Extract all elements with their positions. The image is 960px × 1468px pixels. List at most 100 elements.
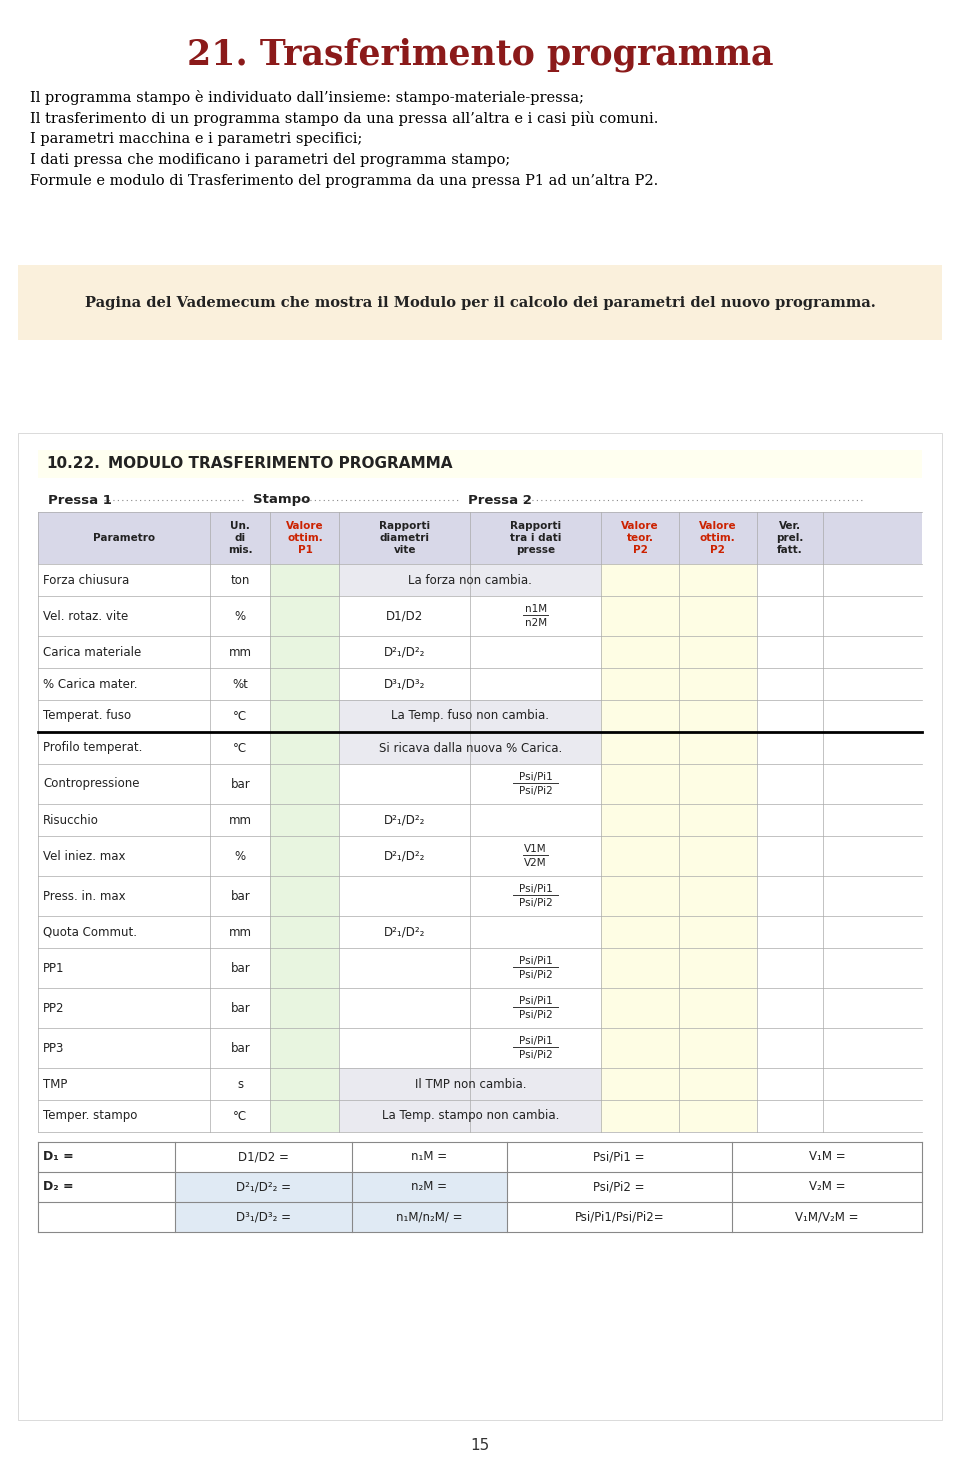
Bar — [601, 916, 679, 948]
Bar — [470, 835, 601, 876]
Text: mm: mm — [228, 813, 252, 826]
Bar — [271, 763, 340, 804]
Bar — [38, 835, 210, 876]
Text: Psi/Pi2 =: Psi/Pi2 = — [593, 1180, 645, 1193]
Bar — [340, 636, 470, 668]
Bar — [38, 876, 210, 916]
Text: Psi/Pi1: Psi/Pi1 — [518, 772, 553, 782]
Text: Contropressione: Contropressione — [43, 778, 139, 790]
Bar — [756, 733, 823, 763]
Text: Un.
di
mis.: Un. di mis. — [228, 521, 252, 555]
Bar — [340, 916, 470, 948]
Text: D²₁/D²₂: D²₁/D²₂ — [384, 850, 425, 863]
Bar — [271, 916, 340, 948]
Text: n2M: n2M — [524, 618, 547, 628]
Text: s: s — [237, 1078, 244, 1091]
Text: Press. in. max: Press. in. max — [43, 890, 126, 903]
Text: %: % — [235, 850, 246, 863]
Bar — [679, 948, 756, 988]
Text: Parametro: Parametro — [93, 533, 156, 543]
Bar — [38, 668, 210, 700]
Bar — [601, 636, 679, 668]
Text: V1M: V1M — [524, 844, 547, 854]
Text: Psi/Pi1: Psi/Pi1 — [518, 884, 553, 894]
Bar — [679, 733, 756, 763]
Bar — [38, 596, 210, 636]
Bar — [756, 636, 823, 668]
Bar — [679, 1100, 756, 1132]
Bar — [601, 700, 679, 733]
Bar — [679, 636, 756, 668]
Text: V2M: V2M — [524, 857, 547, 868]
Text: D₂ =: D₂ = — [43, 1180, 74, 1193]
Bar — [210, 1028, 271, 1069]
Bar — [756, 668, 823, 700]
Bar — [601, 763, 679, 804]
Text: D³₁/D³₂ =: D³₁/D³₂ = — [236, 1211, 291, 1223]
Text: bar: bar — [230, 778, 251, 790]
Text: °C: °C — [233, 709, 248, 722]
Bar — [470, 1028, 601, 1069]
Bar — [470, 804, 601, 835]
Bar — [601, 1100, 679, 1132]
Bar — [601, 1069, 679, 1100]
Text: Temper. stampo: Temper. stampo — [43, 1110, 137, 1123]
Bar — [210, 1069, 271, 1100]
Text: Temperat. fuso: Temperat. fuso — [43, 709, 132, 722]
Bar — [756, 564, 823, 596]
Bar — [470, 948, 601, 988]
Bar — [470, 1100, 601, 1132]
Bar — [756, 948, 823, 988]
Bar — [679, 835, 756, 876]
Bar — [679, 700, 756, 733]
Text: Psi/Pi2: Psi/Pi2 — [518, 785, 553, 796]
Bar — [470, 876, 601, 916]
Bar — [38, 636, 210, 668]
Bar — [679, 564, 756, 596]
Text: % Carica mater.: % Carica mater. — [43, 678, 137, 690]
Text: D1/D2: D1/D2 — [386, 609, 423, 622]
Bar — [38, 763, 210, 804]
Text: n₁M/n₂M/ =: n₁M/n₂M/ = — [396, 1211, 463, 1223]
Bar — [210, 763, 271, 804]
Text: 15: 15 — [470, 1439, 490, 1453]
Bar — [210, 636, 271, 668]
Text: bar: bar — [230, 890, 251, 903]
Bar — [210, 804, 271, 835]
Bar — [271, 564, 340, 596]
Text: mm: mm — [228, 925, 252, 938]
Text: %: % — [235, 609, 246, 622]
Text: Ver.
prel.
fatt.: Ver. prel. fatt. — [776, 521, 804, 555]
Bar — [210, 876, 271, 916]
Text: Profilo temperat.: Profilo temperat. — [43, 741, 142, 755]
Bar — [340, 564, 470, 596]
Bar — [340, 1028, 470, 1069]
Bar — [38, 1100, 210, 1132]
Text: Quota Commut.: Quota Commut. — [43, 925, 137, 938]
Text: La Temp. fuso non cambia.: La Temp. fuso non cambia. — [392, 709, 549, 722]
Bar — [210, 596, 271, 636]
Bar — [601, 876, 679, 916]
Bar — [210, 948, 271, 988]
Text: PP2: PP2 — [43, 1001, 64, 1014]
Text: D³₁/D³₂: D³₁/D³₂ — [384, 678, 425, 690]
Text: °C: °C — [233, 741, 248, 755]
Text: Si ricava dalla nuova % Carica.: Si ricava dalla nuova % Carica. — [378, 741, 562, 755]
Text: D₁ =: D₁ = — [43, 1151, 74, 1164]
Text: n1M: n1M — [524, 603, 547, 614]
Bar — [340, 948, 470, 988]
Bar — [38, 804, 210, 835]
Bar — [271, 700, 340, 733]
Bar — [756, 596, 823, 636]
Bar — [601, 835, 679, 876]
Text: Valore
ottim.
P1: Valore ottim. P1 — [286, 521, 324, 555]
Bar — [601, 1028, 679, 1069]
Bar — [210, 916, 271, 948]
Text: Formule e modulo di Trasferimento del programma da una pressa P1 ad un’altra P2.: Formule e modulo di Trasferimento del pr… — [30, 175, 659, 188]
Text: La Temp. stampo non cambia.: La Temp. stampo non cambia. — [381, 1110, 559, 1123]
Bar — [271, 835, 340, 876]
Bar — [271, 1100, 340, 1132]
Bar — [679, 804, 756, 835]
Text: TMP: TMP — [43, 1078, 67, 1091]
Text: V₁M =: V₁M = — [808, 1151, 846, 1164]
